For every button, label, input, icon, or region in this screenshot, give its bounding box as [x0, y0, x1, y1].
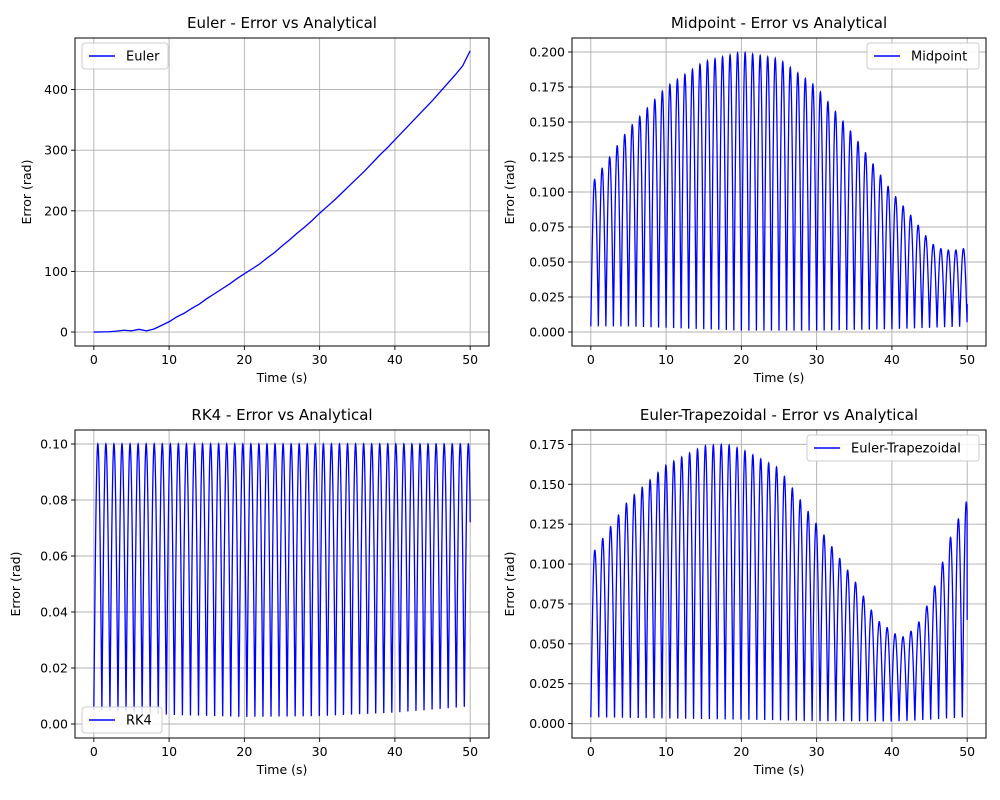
legend-box — [866, 42, 980, 70]
x-tick-label: 10 — [161, 744, 177, 759]
y-tick-label: 0.075 — [529, 596, 565, 611]
x-tick-label: 10 — [658, 352, 674, 367]
chart-panel-3: 0 10 20 30 40 50 0.00 0.02 0.04 0.06 0.08 0.10 RK4 -… — [8, 406, 490, 777]
x-tick-label: 40 — [387, 352, 403, 367]
legend: Midpoint — [866, 42, 980, 70]
legend-box — [806, 434, 980, 462]
chart-title: Euler-Trapezoidal - Error vs Analytical — [640, 406, 918, 424]
y-tick-label: 0.150 — [529, 477, 565, 492]
y-tick-label: 0.075 — [529, 220, 565, 235]
x-tick-label: 50 — [959, 744, 975, 759]
x-tick-label: 10 — [161, 352, 177, 367]
y-tick-label: 400 — [44, 82, 68, 97]
x-tick-label: 30 — [312, 744, 328, 759]
y-tick-label: 0.100 — [529, 557, 565, 572]
y-tick-label: 0.025 — [529, 676, 565, 691]
series-line — [93, 50, 471, 333]
y-axis-label: Error (rad) — [502, 160, 517, 225]
x-tick-label: 30 — [809, 352, 825, 367]
chart-title: Midpoint - Error vs Analytical — [671, 14, 887, 32]
chart-title: Euler - Error vs Analytical — [187, 14, 377, 32]
y-axis-label: Error (rad) — [8, 552, 23, 617]
y-tick-label: 0.125 — [529, 517, 565, 532]
x-axis-label: Time (s) — [753, 370, 805, 385]
y-tick-label: 0.000 — [529, 325, 565, 340]
x-tick-label: 0 — [90, 352, 98, 367]
series-line — [93, 442, 471, 717]
x-tick-label: 0 — [587, 744, 595, 759]
y-tick-label: 200 — [44, 203, 68, 218]
axes-frame — [571, 429, 987, 739]
legend-box — [81, 706, 163, 734]
y-tick-label: 0.125 — [529, 150, 565, 165]
y-tick-label: 0.000 — [529, 716, 565, 731]
series-line — [590, 442, 968, 722]
x-tick-label: 40 — [387, 744, 403, 759]
legend-label: Euler-Trapezoidal — [851, 442, 961, 457]
legend: Euler — [81, 42, 169, 70]
x-tick-label: 10 — [658, 744, 674, 759]
chart-panel-2: 0 10 20 30 40 50 0.000 0.025 0.050 0.075 0.100 0.12… — [502, 14, 987, 385]
x-tick-label: 20 — [733, 352, 749, 367]
x-tick-label: 0 — [587, 352, 595, 367]
x-tick-label: 50 — [462, 352, 478, 367]
x-tick-label: 20 — [236, 352, 252, 367]
x-tick-label: 0 — [90, 744, 98, 759]
x-tick-label: 30 — [312, 352, 328, 367]
y-tick-label: 0.100 — [529, 185, 565, 200]
x-tick-label: 40 — [884, 744, 900, 759]
x-tick-label: 50 — [462, 744, 478, 759]
x-tick-label: 40 — [884, 352, 900, 367]
y-tick-label: 0.02 — [40, 661, 68, 676]
y-tick-label: 0.175 — [529, 437, 565, 452]
y-tick-label: 0.175 — [529, 80, 565, 95]
y-tick-label: 0.06 — [40, 549, 68, 564]
gridlines — [75, 38, 489, 346]
y-tick-label: 0.08 — [40, 493, 68, 508]
y-tick-label: 0.200 — [529, 45, 565, 60]
y-tick-label: 0.00 — [40, 717, 68, 732]
y-tick-label: 0.050 — [529, 636, 565, 651]
chart-panel-4: 0 10 20 30 40 50 0.000 0.025 0.050 0.075 0.100 0.12… — [502, 406, 987, 777]
x-tick-label: 20 — [236, 744, 252, 759]
x-tick-label: 50 — [959, 352, 975, 367]
legend-label: Midpoint — [911, 50, 967, 65]
y-tick-label: 0.150 — [529, 115, 565, 130]
x-axis-label: Time (s) — [753, 762, 805, 777]
y-tick-label: 0.050 — [529, 255, 565, 270]
legend: Euler-Trapezoidal — [806, 434, 980, 462]
x-tick-label: 30 — [809, 744, 825, 759]
y-axis-label: Error (rad) — [19, 160, 34, 225]
x-axis-label: Time (s) — [256, 370, 308, 385]
y-tick-label: 0 — [60, 325, 68, 340]
y-tick-label: 0.10 — [40, 437, 68, 452]
legend-box — [81, 42, 169, 70]
y-tick-label: 0.025 — [529, 290, 565, 305]
legend-label: RK4 — [126, 714, 152, 729]
legend-label: Euler — [126, 50, 160, 65]
y-axis-label: Error (rad) — [502, 552, 517, 617]
x-tick-label: 20 — [733, 744, 749, 759]
x-axis-label: Time (s) — [256, 762, 308, 777]
axes-frame — [74, 37, 490, 347]
chart-panel-1: 0 10 20 30 40 50 0 100 200 300 400 Euler - Error vs… — [19, 14, 490, 385]
y-tick-label: 0.04 — [40, 605, 68, 620]
axes-frame — [74, 429, 490, 739]
legend: RK4 — [81, 706, 163, 734]
chart-title: RK4 - Error vs Analytical — [191, 406, 372, 424]
series-line — [590, 50, 968, 331]
y-tick-label: 300 — [44, 143, 68, 158]
y-tick-label: 100 — [44, 264, 68, 279]
